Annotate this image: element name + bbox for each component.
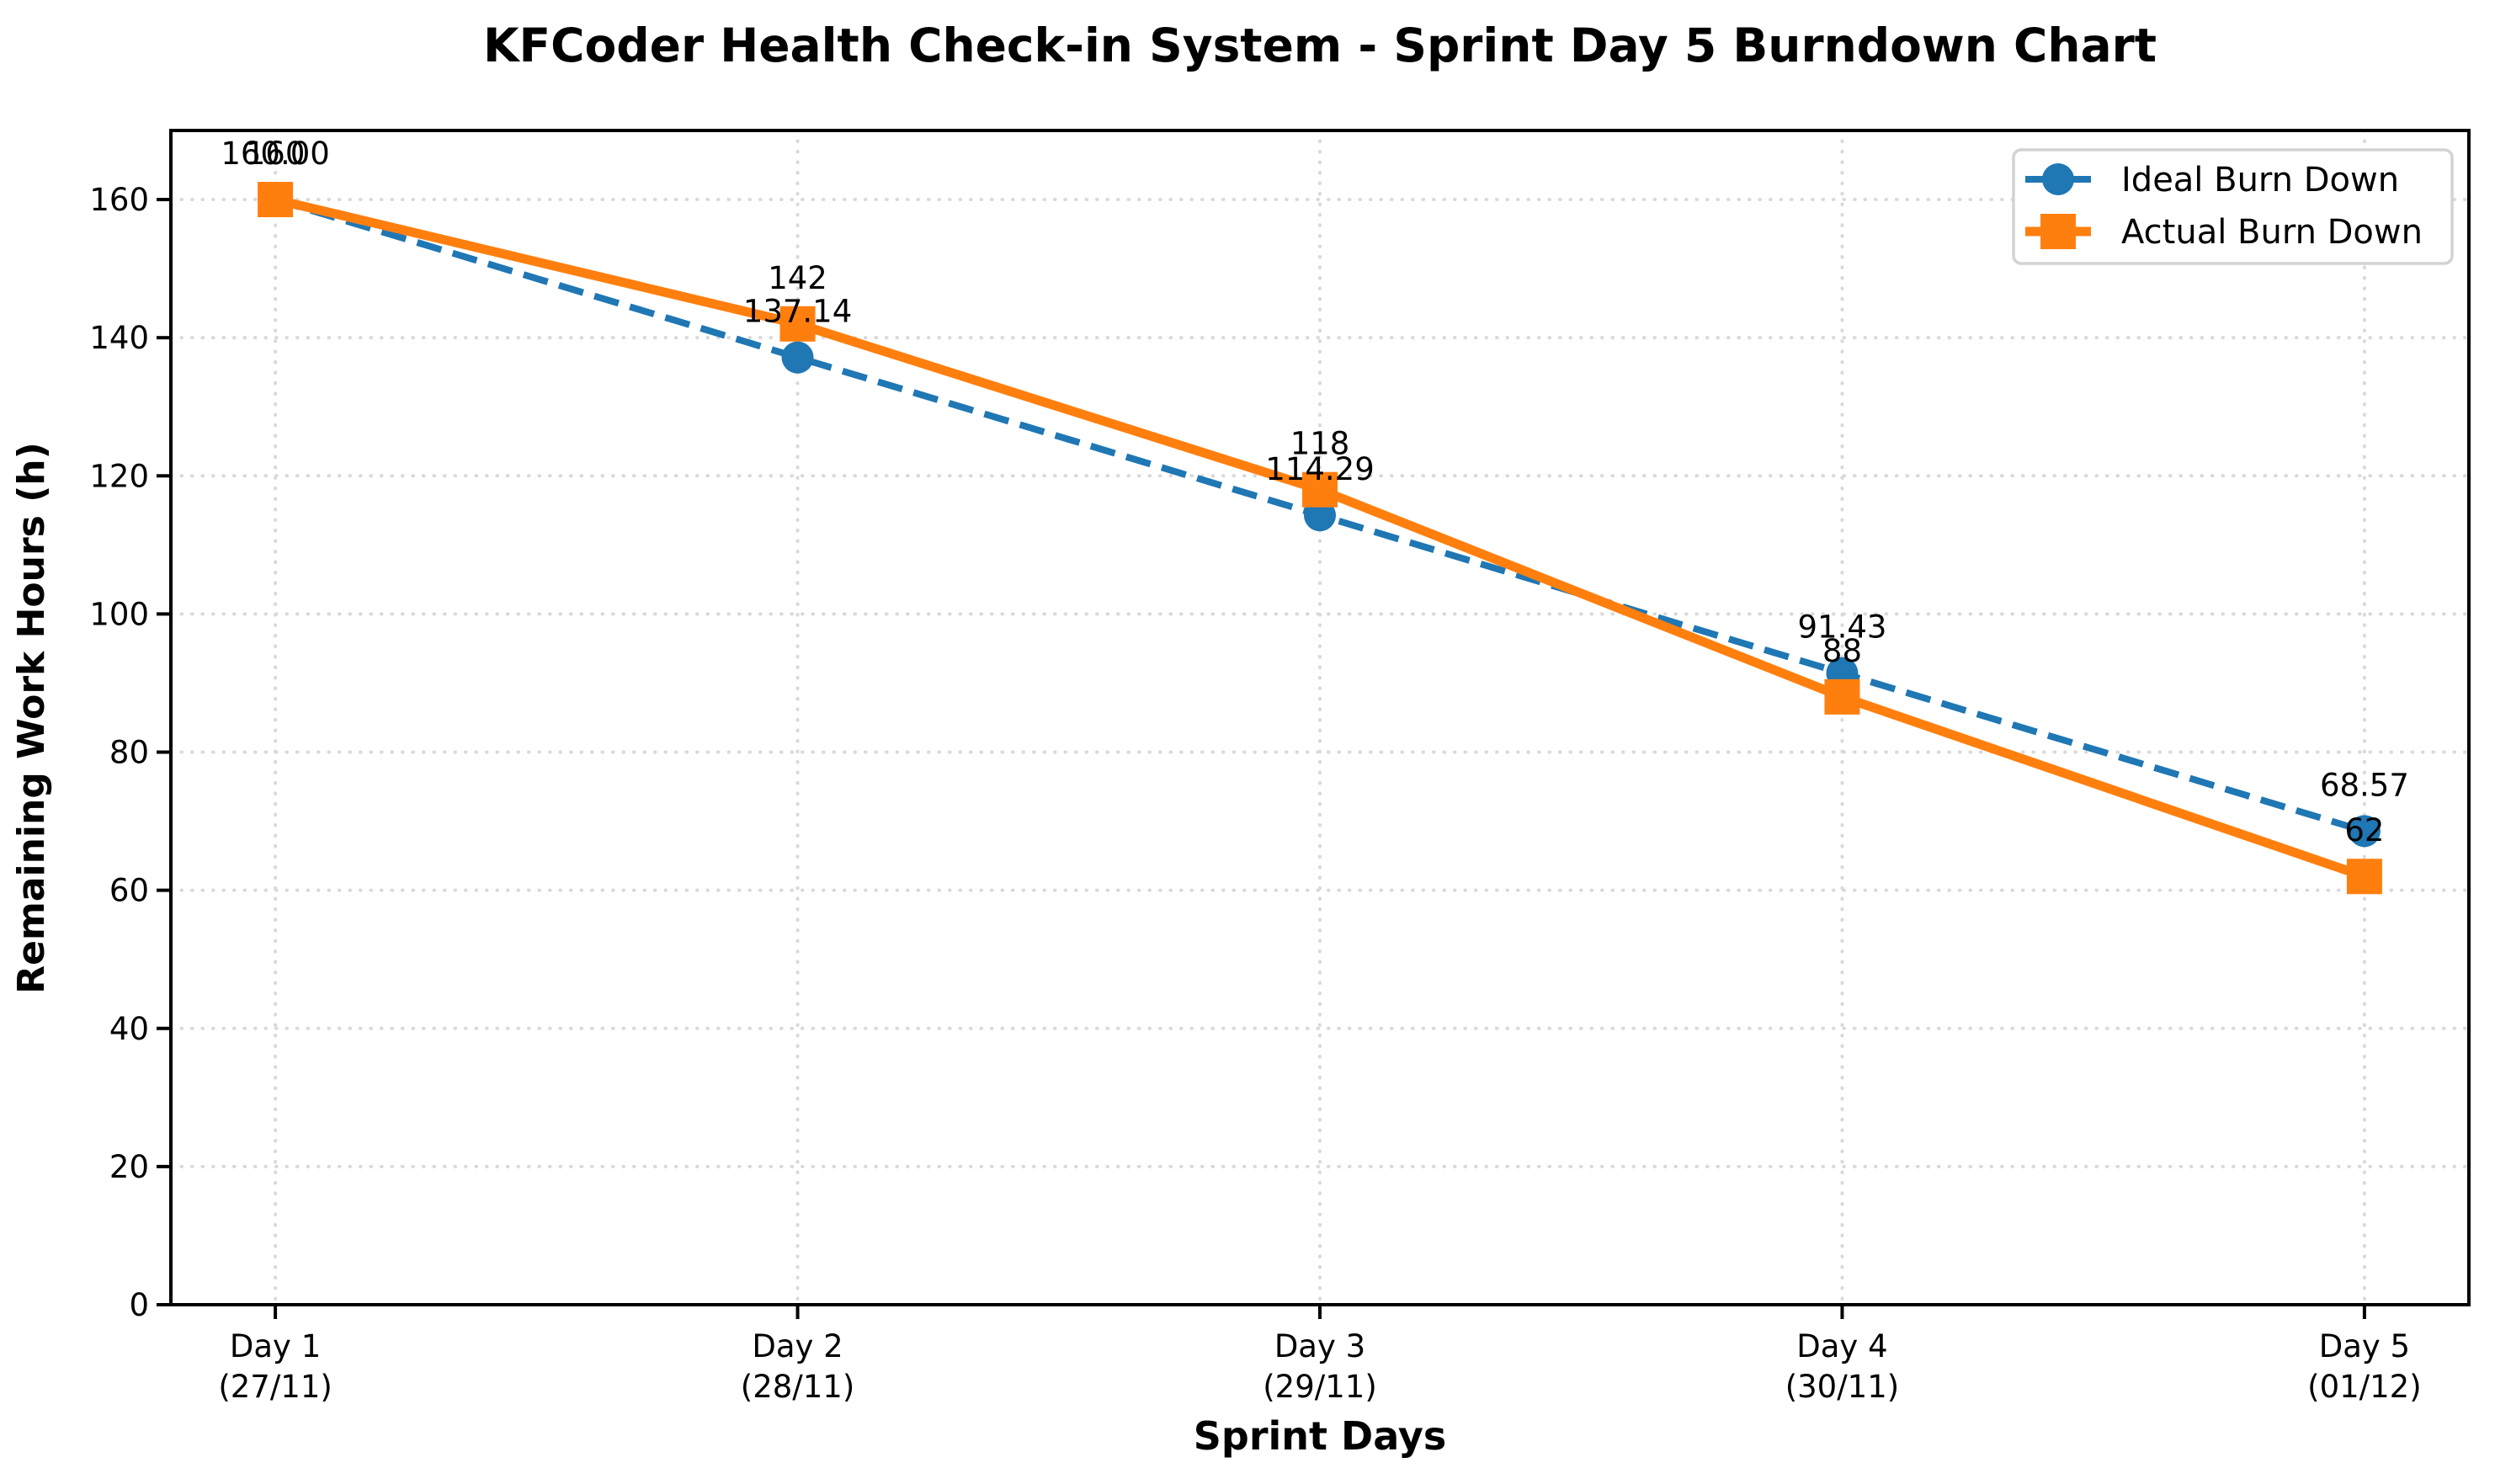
point-labels: 160.00 137.14 114.29 91.43 68.57 160 142 118 88 6… — [221, 136, 2409, 848]
actual-burn-down-point — [779, 306, 816, 342]
axes — [157, 129, 2471, 1319]
actual-burn-down-point-label: 118 — [1290, 426, 1350, 462]
x-tick-label: Day 4 — [1796, 1328, 1887, 1364]
x-tick-label: (27/11) — [218, 1369, 332, 1405]
ideal-burn-down-point-label: 160.00 — [221, 136, 329, 172]
y-tick-label: 140 — [89, 320, 149, 356]
gridlines — [169, 129, 2471, 1306]
x-tick-label: (30/11) — [1785, 1369, 1900, 1405]
y-tick-label: 0 — [129, 1287, 149, 1323]
ideal-burn-down-point — [781, 341, 814, 374]
actual-burn-down-point — [1824, 678, 1860, 715]
actual-burn-down-point — [258, 182, 294, 218]
series-lines — [258, 182, 2382, 895]
ideal-burn-down-point — [2348, 815, 2381, 848]
tick-labels: 0 20 40 60 80 100 120 140 160 Day 1 (27/11) Day 2 (2… — [89, 182, 2421, 1405]
x-tick-label: Day 5 — [2319, 1328, 2410, 1364]
actual-burn-down-point — [2346, 859, 2382, 895]
actual-burn-down-point-label: 160 — [246, 136, 306, 172]
x-axis-label: Sprint Days — [1194, 1413, 1446, 1459]
legend-label-actual-burn-down: Actual Burn Down — [2121, 213, 2423, 252]
ideal-burn-down-point-label: 137.14 — [743, 294, 852, 330]
ideal-burn-down-point-label: 68.57 — [2320, 767, 2409, 803]
ideal-burn-down-point-label: 91.43 — [1797, 609, 1886, 646]
y-tick-label: 60 — [109, 873, 149, 909]
actual-burn-down-line — [274, 194, 2366, 881]
y-tick-label: 160 — [89, 182, 149, 218]
x-tick-label: (28/11) — [741, 1369, 855, 1405]
x-tick-label: (01/12) — [2307, 1369, 2422, 1405]
x-tick-label: (29/11) — [1263, 1369, 1377, 1405]
legend-label-ideal-burn-down: Ideal Burn Down — [2121, 161, 2399, 199]
y-tick-label: 20 — [109, 1149, 149, 1185]
legend: Ideal Burn Down Actual Burn Down — [2012, 148, 2454, 265]
y-tick-label: 80 — [109, 735, 149, 771]
actual-burn-down-point-label: 88 — [1822, 633, 1862, 669]
legend-marker-actual-burn-down — [2040, 214, 2076, 249]
actual-burn-down-point-label: 62 — [2344, 812, 2384, 848]
y-tick-label: 120 — [89, 458, 149, 494]
x-tick-label: Day 3 — [1274, 1328, 1365, 1364]
chart-title: KFCoder Health Check-in System - Sprint … — [483, 19, 2157, 72]
legend-box — [2012, 148, 2454, 265]
plot-border — [169, 129, 2471, 1306]
y-axis-label: Remaining Work Hours (h) — [10, 442, 53, 994]
y-tick-label: 40 — [109, 1011, 149, 1047]
actual-burn-down-point-label: 142 — [768, 260, 827, 296]
legend-marker-ideal-burn-down — [2042, 163, 2074, 195]
ideal-burn-down-point-label: 114.29 — [1265, 451, 1374, 487]
x-tick-label: Day 1 — [230, 1328, 321, 1364]
actual-burn-down-point — [1302, 471, 1338, 508]
x-tick-label: Day 2 — [752, 1328, 843, 1364]
y-tick-label: 100 — [89, 596, 149, 632]
